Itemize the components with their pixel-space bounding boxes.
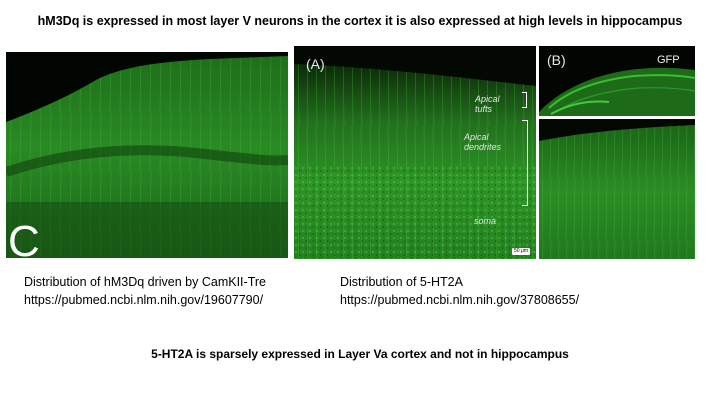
caption-left: Distribution of hM3Dq driven by CamKII-T…: [24, 273, 266, 309]
panel-a-image: (A) Apical tufts Apical dendrites soma 5…: [294, 46, 536, 259]
apical-dendrites-bracket: [522, 120, 528, 206]
panel-c-image: C: [6, 52, 288, 258]
apical-dendrites-label: Apical dendrites: [464, 132, 502, 152]
panel-a-label: (A): [306, 56, 325, 72]
slide-title: hM3Dq is expressed in most layer V neuro…: [37, 14, 683, 28]
gfp-label: GFP: [657, 54, 680, 66]
apical-tufts-label: Apical tufts: [475, 94, 500, 114]
soma-label: soma: [474, 216, 497, 226]
caption-left-text: Distribution of hM3Dq driven by CamKII-T…: [24, 275, 266, 289]
panel-b-label: (B): [547, 52, 566, 68]
caption-right: Distribution of 5-HT2A https://pubmed.nc…: [340, 273, 579, 309]
scale-bar: 50 μm: [512, 248, 530, 255]
panel-c-fluorescence: [6, 52, 288, 258]
slide-footer: 5-HT2A is sparsely expressed in Layer Va…: [151, 347, 569, 361]
panel-b-fluorescence: [539, 46, 695, 116]
panel-c-label: C: [8, 217, 40, 259]
panel-b-cortex-fluorescence: [539, 119, 695, 259]
panel-a-fluorescence: [294, 46, 536, 259]
apical-tufts-bracket: [522, 92, 527, 108]
caption-right-text: Distribution of 5-HT2A: [340, 275, 463, 289]
panel-b-cortex-image: [539, 119, 695, 259]
caption-right-link[interactable]: https://pubmed.ncbi.nlm.nih.gov/37808655…: [340, 293, 580, 307]
panel-b-image: (B) GFP: [539, 46, 695, 116]
caption-left-link[interactable]: https://pubmed.ncbi.nlm.nih.gov/19607790…: [24, 293, 264, 307]
